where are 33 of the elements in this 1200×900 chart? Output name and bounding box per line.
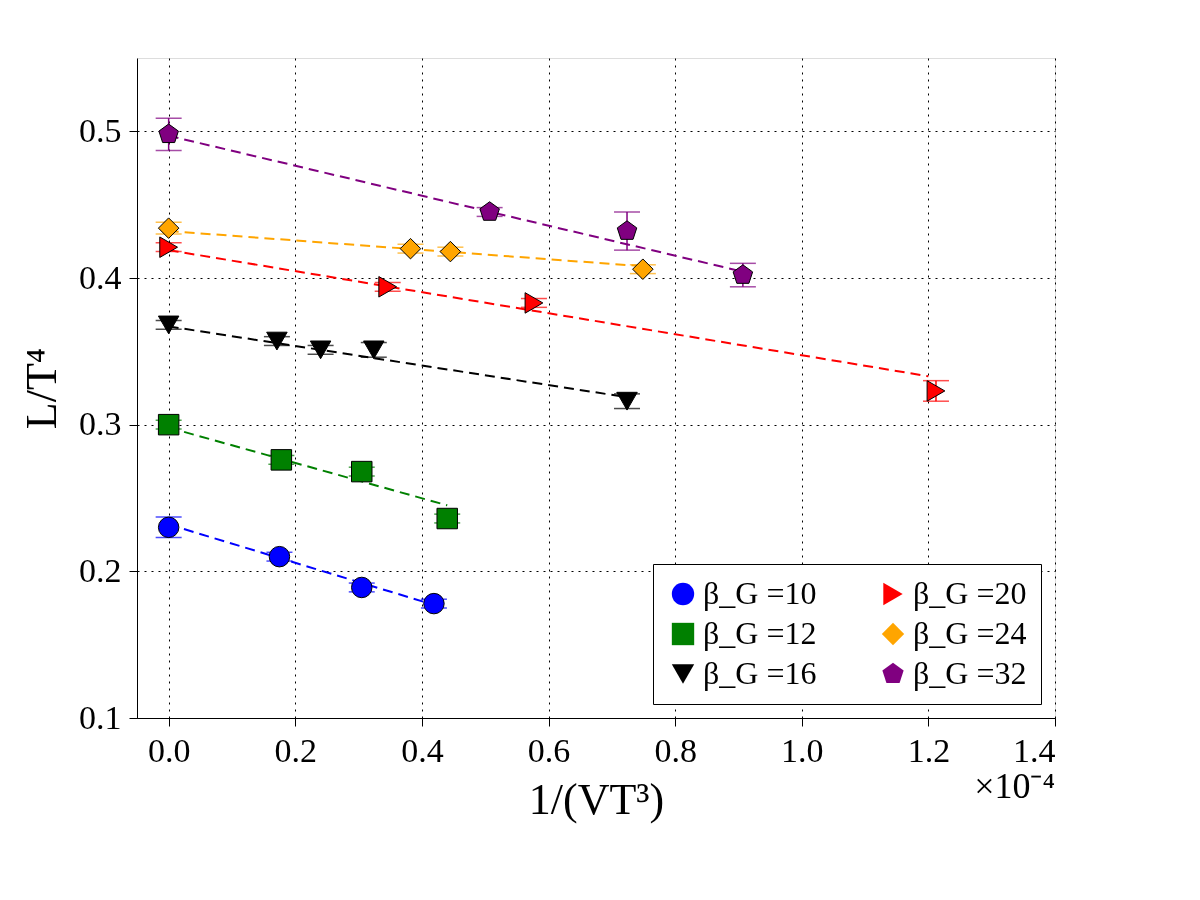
x-tick-label: 1.0 [781,731,824,769]
point [632,258,654,280]
y-tick-label: 0.2 [79,551,122,589]
point [378,276,398,298]
x-axis-title: 1/(VT³) [528,774,665,824]
legend-label: β_G =20 [913,575,1027,611]
point [524,292,544,314]
x-tick-label: 0.6 [527,731,571,769]
y-tick-label: 0.3 [79,405,122,443]
x-tick-label: 0.4 [401,731,444,769]
x-tick-label: 0.8 [654,731,697,769]
point [351,576,373,599]
point [479,201,500,221]
point [423,592,445,615]
legend-label: β_G =12 [703,615,817,651]
point [158,123,179,144]
y-tick-label: 0.5 [79,111,122,149]
y-axis-title: L/T⁴ [17,347,66,430]
point [439,240,462,263]
legend-label: β_G =10 [703,575,817,611]
y-tick-label: 0.1 [79,698,122,736]
x-tick-label: 0.2 [274,731,318,769]
y-tick-label: 0.4 [79,258,122,296]
legend-label: β_G =24 [913,615,1027,651]
point [616,220,638,240]
text: ×10⁻⁴ [974,766,1055,806]
point [399,237,422,260]
point [159,236,179,258]
x-tick-label: 1.2 [907,731,951,769]
x-tick-label: 0.0 [147,731,191,769]
legend-label: β_G =16 [703,655,817,691]
x-tick-label: 1.4 [1013,731,1056,769]
legend-label: β_G =32 [913,655,1027,691]
